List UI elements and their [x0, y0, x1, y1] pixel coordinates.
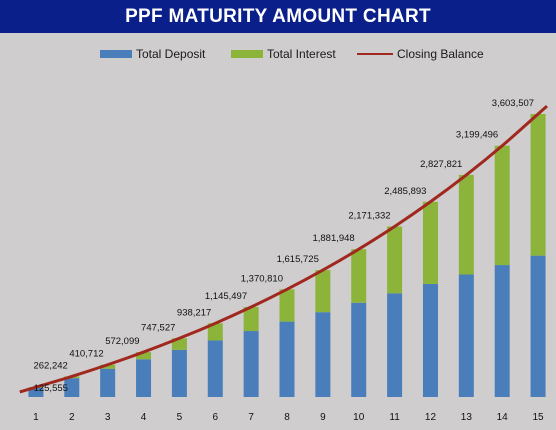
bar-deposit-year-14: [494, 265, 510, 397]
bar-interest-year-6: [207, 323, 223, 341]
bar-interest-year-13: [458, 174, 474, 275]
data-label-closing-balance: 262,242: [33, 360, 67, 371]
data-label-closing-balance: 2,171,332: [348, 210, 390, 221]
legend: Total Deposit Total Interest Closing Bal…: [100, 47, 484, 61]
closing-balance-line: [19, 104, 549, 394]
bar-interest-year-10: [351, 249, 367, 303]
bar-deposit-year-5: [171, 349, 187, 397]
chart-title: PPF MATURITY AMOUNT CHART: [125, 5, 431, 27]
bar-deposit-year-12: [422, 283, 438, 397]
bar-interest-year-4: [136, 352, 152, 360]
bar-deposit-year-7: [243, 331, 259, 397]
bar-deposit-year-3: [100, 368, 116, 397]
x-tick-label: 10: [353, 412, 365, 423]
bar-interest-year-5: [171, 338, 187, 350]
x-tick-label: 11: [389, 412, 400, 423]
legend-label-total-deposit: Total Deposit: [136, 47, 206, 61]
data-label-closing-balance: 572,099: [105, 336, 139, 347]
bar-interest-year-14: [494, 145, 510, 266]
x-tick-label: 15: [533, 412, 545, 423]
bar-interest-year-3: [100, 364, 116, 369]
bar-interest-year-8: [279, 289, 295, 322]
chart-title-bar: PPF MATURITY AMOUNT CHART: [0, 0, 556, 33]
data-label-closing-balance: 938,217: [177, 307, 211, 318]
data-label-closing-balance: 1,370,810: [241, 273, 283, 284]
data-label-closing-balance: 1,145,497: [205, 291, 247, 302]
x-tick-label: 12: [425, 412, 437, 423]
bar-deposit-year-9: [315, 312, 331, 397]
x-axis-ticks-group: 1 2 3 4 5 6 7 8 9 10 11 12 13 14 15: [33, 412, 544, 423]
legend-label-total-interest: Total Interest: [267, 47, 336, 61]
bar-deposit-year-8: [279, 321, 295, 397]
x-tick-label: 9: [320, 412, 326, 423]
data-label-closing-balance: 3,603,507: [492, 98, 534, 109]
bar-interest-year-11: [387, 226, 403, 294]
bar-deposit-year-6: [207, 340, 223, 397]
bar-deposit-year-4: [136, 359, 152, 397]
data-label-closing-balance: 2,485,893: [384, 186, 426, 197]
data-label-closing-balance: 1,881,948: [312, 233, 354, 244]
bar-interest-year-9: [315, 270, 331, 313]
bar-deposit-year-15: [530, 255, 546, 397]
bar-interest-year-12: [422, 201, 438, 284]
data-label-closing-balance: 1,615,725: [277, 254, 319, 265]
data-labels-group: 125,555 262,242410,712572,099747,527938,2…: [33, 98, 534, 394]
x-tick-label: 4: [141, 412, 147, 423]
x-tick-label: 1: [33, 412, 39, 423]
bars-group: [28, 114, 546, 397]
x-tick-label: 2: [69, 412, 75, 423]
data-label-closing-balance: 125,555: [34, 383, 68, 394]
x-tick-label: 3: [105, 412, 111, 423]
x-tick-label: 13: [461, 412, 473, 423]
bar-deposit-year-13: [458, 274, 474, 397]
x-tick-label: 6: [212, 412, 218, 423]
x-tick-label: 7: [248, 412, 254, 423]
bar-deposit-year-10: [351, 302, 367, 397]
bar-interest-year-15: [530, 114, 546, 256]
bar-interest-year-7: [243, 307, 259, 332]
bar-deposit-year-11: [387, 293, 403, 397]
closing-balance-line-group: [19, 104, 549, 394]
legend-label-closing-balance: Closing Balance: [397, 47, 484, 61]
bar-deposit-year-1: [28, 387, 44, 397]
data-label-closing-balance: 3,199,496: [456, 130, 498, 141]
x-tick-label: 8: [284, 412, 290, 423]
legend-swatch-total-interest: [231, 50, 263, 58]
data-label-closing-balance: 747,527: [141, 322, 175, 333]
legend-swatch-total-deposit: [100, 50, 132, 58]
data-label-closing-balance: 410,712: [69, 349, 103, 360]
x-tick-label: 14: [497, 412, 509, 423]
data-label-closing-balance: 2,827,821: [420, 159, 462, 170]
bar-deposit-year-2: [64, 378, 80, 397]
x-tick-label: 5: [177, 412, 183, 423]
